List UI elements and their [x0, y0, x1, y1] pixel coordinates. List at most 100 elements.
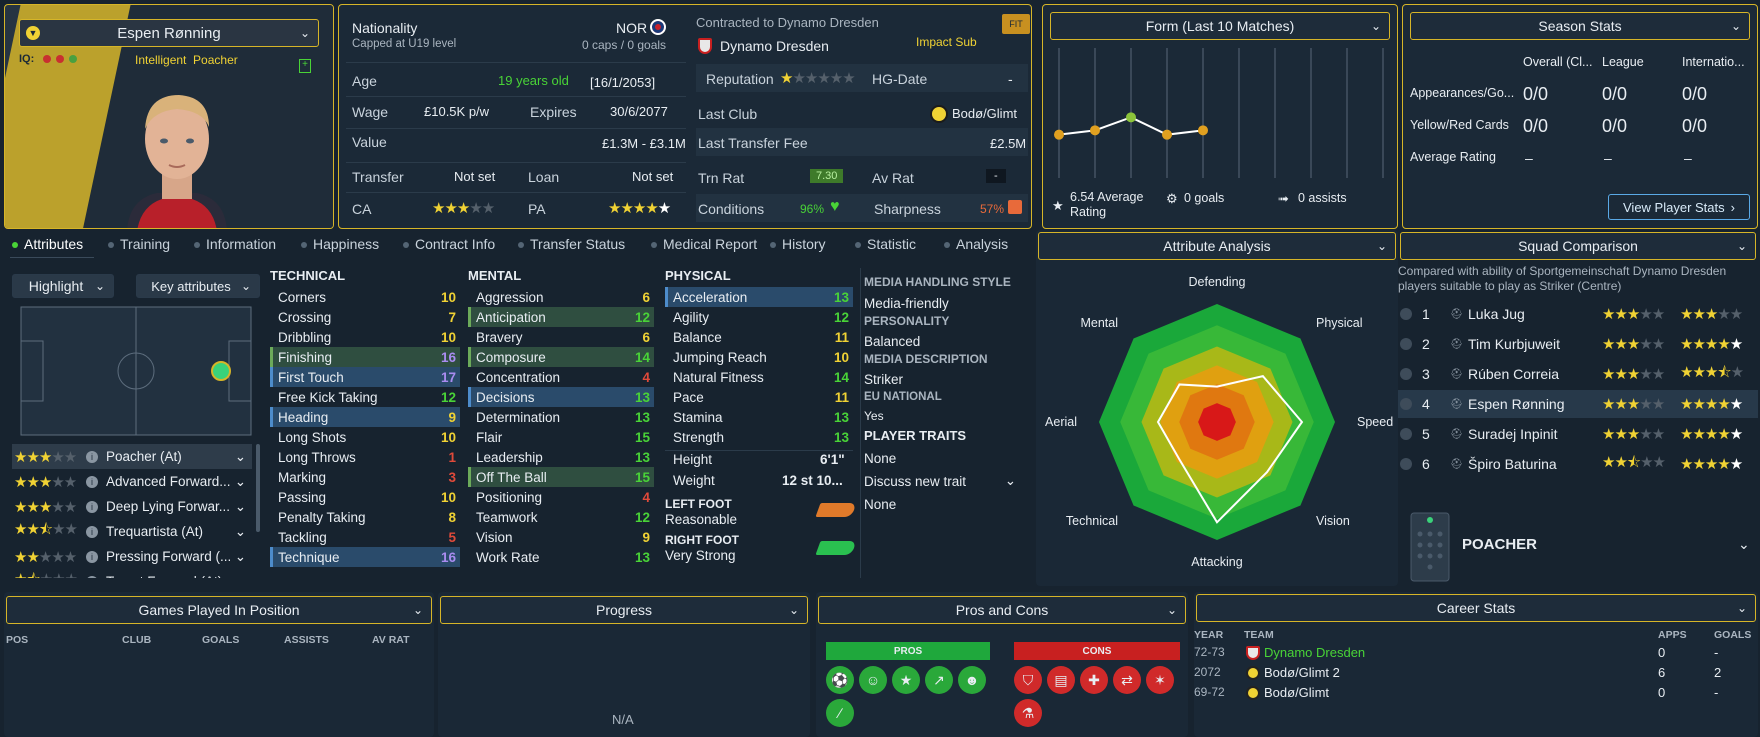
first-touch-icon[interactable]: ☺ — [859, 666, 887, 694]
attribute-row[interactable]: Off The Ball 15 — [468, 467, 654, 487]
radio-icon[interactable] — [1400, 458, 1412, 470]
radio-icon[interactable] — [1400, 428, 1412, 440]
attribute-row[interactable]: Finishing 16 — [270, 347, 460, 367]
attribute-row[interactable]: Marking 3 — [270, 467, 460, 487]
attribute-row[interactable]: Aggression 6 — [468, 287, 654, 307]
form-dropdown[interactable]: Form (Last 10 Matches) ⌄ — [1050, 12, 1390, 40]
info-icon[interactable]: i — [86, 550, 98, 563]
career-stats-dropdown[interactable]: Career Stats ⌄ — [1196, 594, 1756, 622]
discuss-trait-dropdown[interactable]: Discuss new trait ⌄ — [862, 470, 1024, 492]
attribute-row[interactable]: Work Rate 13 — [468, 547, 654, 567]
attribute-row[interactable]: Agility 12 — [665, 307, 853, 327]
squad-row[interactable]: 3 ⛑ Rúben Correia ★★★★★ ★★★⯪★ — [1398, 360, 1758, 388]
form-point[interactable] — [1162, 129, 1172, 140]
attribute-row[interactable]: Leadership 13 — [468, 447, 654, 467]
radio-icon[interactable] — [1400, 368, 1412, 380]
attribute-row[interactable]: Jumping Reach 10 — [665, 347, 853, 367]
attribute-row[interactable]: First Touch 17 — [270, 367, 460, 387]
highlight-dropdown[interactable]: Highlight ⌄ — [12, 274, 114, 298]
career-team[interactable]: Bodø/Glimt — [1264, 685, 1330, 700]
info-icon[interactable]: i — [86, 450, 98, 463]
pros-cons-dropdown[interactable]: Pros and Cons ⌄ — [818, 596, 1186, 624]
attribute-row[interactable]: Concentration 4 — [468, 367, 654, 387]
last-club-value[interactable]: Bodø/Glimt — [952, 106, 1018, 121]
attribute-row[interactable]: Heading 9 — [270, 407, 460, 427]
squad-row[interactable]: 1 ⛑ Luka Jug ★★★★★ ★★★★★ — [1398, 300, 1758, 328]
attribute-row[interactable]: Dribbling 10 — [270, 327, 460, 347]
form-point[interactable] — [1054, 129, 1064, 140]
attribute-row[interactable]: Teamwork 12 — [468, 507, 654, 527]
attribute-row[interactable]: Determination 13 — [468, 407, 654, 427]
attribute-row[interactable]: Passing 10 — [270, 487, 460, 507]
career-team[interactable]: Bodø/Glimt 2 — [1264, 665, 1340, 680]
attribute-row[interactable]: Free Kick Taking 12 — [270, 387, 460, 407]
attribute-row[interactable]: Long Shots 10 — [270, 427, 460, 447]
trend-up-icon[interactable]: ↗ — [925, 666, 953, 694]
squad-row[interactable]: 6 ⛑ Špiro Baturina ★★⯪★★ ★★★★★ — [1398, 450, 1758, 478]
role-item[interactable]: ★⯪★★★i Target Forward (At)⌄ — [12, 569, 252, 578]
form-point[interactable] — [1090, 125, 1100, 136]
role-item[interactable]: ★★★★★ i Poacher (At) ⌄ — [12, 444, 252, 469]
info-icon[interactable]: i — [86, 500, 98, 513]
squad-comparison-dropdown[interactable]: Squad Comparison ⌄ — [1400, 232, 1756, 260]
medical-cross-icon[interactable]: ✚ — [1080, 666, 1108, 694]
role-item[interactable]: ★★★★★ i Pressing Forward (... ⌄ — [12, 544, 252, 569]
clipboard-icon[interactable]: ▤ — [1047, 666, 1075, 694]
attribute-row[interactable]: Tackling 5 — [270, 527, 460, 547]
info-icon[interactable]: i — [86, 475, 98, 488]
attribute-analysis-dropdown[interactable]: Attribute Analysis ⌄ — [1038, 232, 1396, 260]
defending-icon[interactable]: ⛉ — [1014, 666, 1042, 694]
attribute-row[interactable]: Positioning 4 — [468, 487, 654, 507]
add-note-icon[interactable]: + — [299, 59, 311, 73]
view-player-stats-button[interactable]: View Player Stats › — [1608, 194, 1750, 220]
attribute-row[interactable]: Composure 14 — [468, 347, 654, 367]
attribute-row[interactable]: Strength 13 — [665, 427, 853, 447]
star-icon[interactable]: ★ — [892, 666, 920, 694]
attribute-row[interactable]: Technique 16 — [270, 547, 460, 567]
form-point[interactable] — [1126, 112, 1136, 123]
season-stats-dropdown[interactable]: Season Stats ⌄ — [1410, 12, 1750, 40]
tab-training[interactable]: Training — [108, 236, 170, 252]
squad-row[interactable]: 2 ⛑ Tim Kurbjuweit ★★★★★ ★★★★★ — [1398, 330, 1758, 358]
tab-analysis[interactable]: Analysis — [944, 236, 1008, 252]
info-icon[interactable]: i — [86, 525, 98, 538]
attribute-row[interactable]: Flair 15 — [468, 427, 654, 447]
squad-row[interactable]: 4 ⛑ Espen Rønning ★★★★★ ★★★★★ — [1398, 390, 1758, 418]
radio-icon[interactable] — [1400, 338, 1412, 350]
role-item[interactable]: ★★★★★ i Advanced Forward... ⌄ — [12, 469, 252, 494]
role-item[interactable]: ★★⯪★★ i Trequartista (At) ⌄ — [12, 519, 252, 544]
tab-attributes[interactable]: Attributes — [12, 236, 83, 252]
tab-information[interactable]: Information — [194, 236, 276, 252]
attribute-row[interactable]: Penalty Taking 8 — [270, 507, 460, 527]
progress-dropdown[interactable]: Progress ⌄ — [440, 596, 808, 624]
tab-statistic[interactable]: Statistic — [855, 236, 916, 252]
role-scrollbar[interactable] — [256, 444, 260, 532]
attribute-row[interactable]: Anticipation 12 — [468, 307, 654, 327]
attribute-row[interactable]: Corners 10 — [270, 287, 460, 307]
attribute-row[interactable]: Stamina 13 — [665, 407, 853, 427]
attribute-row[interactable]: Bravery 6 — [468, 327, 654, 347]
role-item[interactable]: ★★★★★ i Deep Lying Forwar... ⌄ — [12, 494, 252, 519]
attribute-row[interactable]: Natural Fitness 14 — [665, 367, 853, 387]
tab-contract-info[interactable]: Contract Info — [403, 236, 495, 252]
chevron-down-icon[interactable]: ⌄ — [1738, 536, 1750, 552]
tackle-icon[interactable]: ⇄ — [1113, 666, 1141, 694]
radio-icon[interactable] — [1400, 398, 1412, 410]
fitness-icon[interactable]: ✶ — [1146, 666, 1174, 694]
tab-history[interactable]: History — [770, 236, 826, 252]
boot-icon[interactable]: ∕ — [826, 699, 854, 727]
attribute-row[interactable]: Balance 11 — [665, 327, 853, 347]
games-played-dropdown[interactable]: Games Played In Position ⌄ — [6, 596, 432, 624]
attribute-row[interactable]: Acceleration 13 — [665, 287, 853, 307]
attribute-row[interactable]: Vision 9 — [468, 527, 654, 547]
info-icon[interactable]: i — [86, 575, 98, 578]
form-point[interactable] — [1198, 125, 1208, 136]
attribute-row[interactable]: Long Throws 1 — [270, 447, 460, 467]
key-attributes-dropdown[interactable]: Key attributes ⌄ — [136, 274, 260, 298]
finishing-icon[interactable]: ⚽ — [826, 666, 854, 694]
tab-transfer-status[interactable]: Transfer Status — [518, 236, 625, 252]
squad-row[interactable]: 5 ⛑ Suradej Inpinit ★★★★★ ★★★★★ — [1398, 420, 1758, 448]
tab-happiness[interactable]: Happiness — [301, 236, 379, 252]
flask-icon[interactable]: ⚗ — [1014, 699, 1042, 727]
player-name-dropdown[interactable]: ▼ Espen Rønning ⌄ — [19, 19, 319, 47]
